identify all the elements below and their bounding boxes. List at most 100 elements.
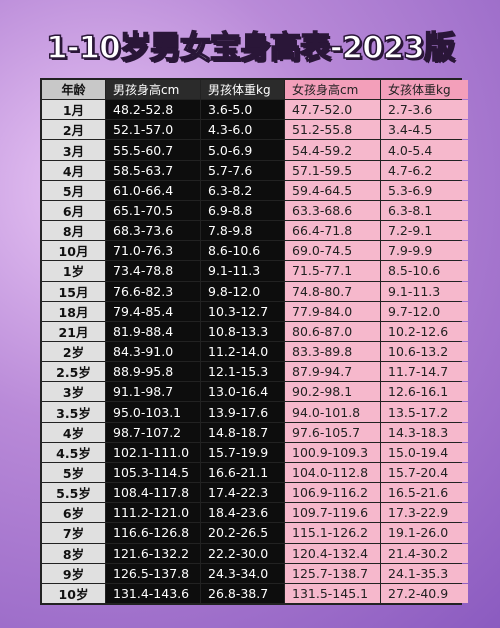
- value-cell: 15.7-20.4: [381, 462, 468, 483]
- value-cell: 90.2-98.1: [285, 382, 380, 402]
- age-cell: 7岁: [42, 523, 105, 543]
- value-cell: 57.1-59.5: [285, 160, 380, 180]
- value-cell: 98.7-107.2: [106, 422, 200, 442]
- age-cell: 5岁: [42, 462, 105, 483]
- age-cell: 3月: [42, 140, 105, 160]
- value-cell: 4.0-5.4: [381, 140, 468, 160]
- value-cell: 9.7-12.0: [381, 301, 468, 321]
- age-cell: 2月: [42, 120, 105, 140]
- value-cell: 16.6-21.1: [201, 462, 284, 483]
- value-cell: 11.7-14.7: [381, 362, 468, 382]
- value-cell: 10.8-13.3: [201, 321, 284, 341]
- value-cell: 59.4-64.5: [285, 180, 380, 200]
- value-cell: 74.8-80.7: [285, 281, 380, 301]
- age-cell: 10月: [42, 241, 105, 261]
- value-cell: 48.2-52.8: [106, 100, 200, 120]
- value-cell: 131.4-143.6: [106, 583, 200, 603]
- value-cell: 121.6-132.2: [106, 543, 200, 563]
- value-cell: 5.7-7.6: [201, 160, 284, 180]
- value-cell: 125.7-138.7: [285, 563, 380, 583]
- value-cell: 83.3-89.8: [285, 342, 380, 362]
- column-header: 女孩身高cm: [285, 80, 380, 100]
- value-cell: 73.4-78.8: [106, 261, 200, 281]
- title: 1-10岁男女宝身高表-2023版: [45, 29, 455, 67]
- age-cell: 5.5岁: [42, 483, 105, 503]
- value-cell: 10.3-12.7: [201, 301, 284, 321]
- value-cell: 80.6-87.0: [285, 321, 380, 341]
- value-cell: 4.7-6.2: [381, 160, 468, 180]
- value-cell: 126.5-137.8: [106, 563, 200, 583]
- value-cell: 16.5-21.6: [381, 483, 468, 503]
- value-cell: 4.3-6.0: [201, 120, 284, 140]
- value-cell: 8.6-10.6: [201, 241, 284, 261]
- value-cell: 104.0-112.8: [285, 462, 380, 483]
- value-cell: 24.3-34.0: [201, 563, 284, 583]
- height-table: 年龄 男孩身高cm 男孩体重kg 女孩身高cm 女孩体重kg 1月 48.2-52.8 3.6…: [40, 78, 468, 605]
- value-cell: 63.3-68.6: [285, 200, 380, 221]
- age-cell: 5月: [42, 180, 105, 200]
- value-cell: 9.1-11.3: [381, 281, 468, 301]
- value-cell: 10.2-12.6: [381, 321, 468, 341]
- value-cell: 5.3-6.9: [381, 180, 468, 200]
- value-cell: 7.8-9.8: [201, 221, 284, 241]
- age-cell: 10岁: [42, 583, 105, 603]
- age-cell: 15月: [42, 281, 105, 301]
- value-cell: 65.1-70.5: [106, 200, 200, 221]
- value-cell: 108.4-117.8: [106, 483, 200, 503]
- value-cell: 69.0-74.5: [285, 241, 380, 261]
- value-cell: 94.0-101.8: [285, 402, 380, 422]
- value-cell: 2.7-3.6: [381, 100, 468, 120]
- value-cell: 77.9-84.0: [285, 301, 380, 321]
- value-cell: 105.3-114.5: [106, 462, 200, 483]
- value-cell: 11.2-14.0: [201, 342, 284, 362]
- value-cell: 61.0-66.4: [106, 180, 200, 200]
- column-header: 男孩身高cm: [106, 80, 200, 100]
- age-cell: 2.5岁: [42, 362, 105, 382]
- value-cell: 76.6-82.3: [106, 281, 200, 301]
- value-cell: 9.1-11.3: [201, 261, 284, 281]
- column-header: 男孩体重kg: [201, 80, 284, 100]
- value-cell: 51.2-55.8: [285, 120, 380, 140]
- value-cell: 7.9-9.9: [381, 241, 468, 261]
- value-cell: 97.6-105.7: [285, 422, 380, 442]
- value-cell: 106.9-116.2: [285, 483, 380, 503]
- value-cell: 87.9-94.7: [285, 362, 380, 382]
- value-cell: 3.4-4.5: [381, 120, 468, 140]
- value-cell: 6.9-8.8: [201, 200, 284, 221]
- value-cell: 71.5-77.1: [285, 261, 380, 281]
- value-cell: 111.2-121.0: [106, 503, 200, 523]
- value-cell: 8.5-10.6: [381, 261, 468, 281]
- value-cell: 14.3-18.3: [381, 422, 468, 442]
- value-cell: 109.7-119.6: [285, 503, 380, 523]
- value-cell: 26.8-38.7: [201, 583, 284, 603]
- value-cell: 91.1-98.7: [106, 382, 200, 402]
- value-cell: 54.4-59.2: [285, 140, 380, 160]
- value-cell: 13.0-16.4: [201, 382, 284, 402]
- value-cell: 27.2-40.9: [381, 583, 468, 603]
- value-cell: 52.1-57.0: [106, 120, 200, 140]
- value-cell: 10.6-13.2: [381, 342, 468, 362]
- column-header: 年龄: [42, 80, 105, 100]
- value-cell: 120.4-132.4: [285, 543, 380, 563]
- value-cell: 17.4-22.3: [201, 483, 284, 503]
- value-cell: 21.4-30.2: [381, 543, 468, 563]
- value-cell: 17.3-22.9: [381, 503, 468, 523]
- value-cell: 66.4-71.8: [285, 221, 380, 241]
- column-header: 女孩体重kg: [381, 80, 468, 100]
- age-cell: 21月: [42, 321, 105, 341]
- value-cell: 5.0-6.9: [201, 140, 284, 160]
- value-cell: 12.6-16.1: [381, 382, 468, 402]
- value-cell: 81.9-88.4: [106, 321, 200, 341]
- age-cell: 3岁: [42, 382, 105, 402]
- value-cell: 88.9-95.8: [106, 362, 200, 382]
- value-cell: 24.1-35.3: [381, 563, 468, 583]
- value-cell: 84.3-91.0: [106, 342, 200, 362]
- age-cell: 9岁: [42, 563, 105, 583]
- value-cell: 9.8-12.0: [201, 281, 284, 301]
- value-cell: 47.7-52.0: [285, 100, 380, 120]
- value-cell: 15.0-19.4: [381, 442, 468, 462]
- value-cell: 15.7-19.9: [201, 442, 284, 462]
- value-cell: 12.1-15.3: [201, 362, 284, 382]
- value-cell: 7.2-9.1: [381, 221, 468, 241]
